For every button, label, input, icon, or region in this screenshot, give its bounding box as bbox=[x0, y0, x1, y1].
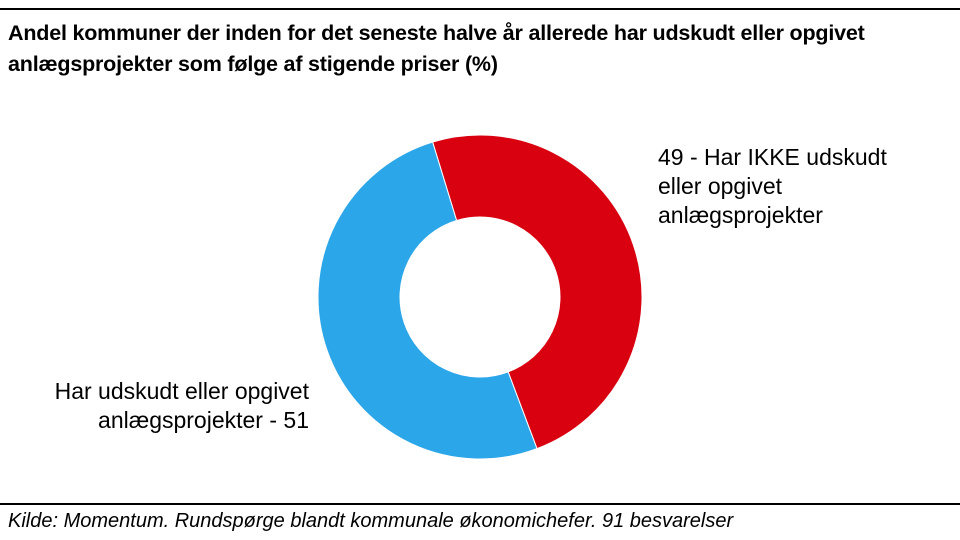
source-note: Kilde: Momentum. Rundspørge blandt kommu… bbox=[8, 510, 734, 532]
slice-label-not-postponed-line-2: eller opgivet bbox=[658, 173, 783, 199]
chart-title-line-1: Andel kommuner der inden for det seneste… bbox=[8, 21, 865, 45]
slice-label-postponed-line-2: anlægsprojekter - 51 bbox=[98, 407, 309, 433]
slice-label-not-postponed-line-1: 49 - Har IKKE udskudt bbox=[658, 144, 887, 170]
bottom-rule bbox=[0, 503, 960, 505]
chart-title: Andel kommuner der inden for det seneste… bbox=[8, 18, 958, 80]
top-rule bbox=[0, 8, 960, 10]
slice-label-not-postponed-line-3: anlægsprojekter bbox=[658, 202, 823, 228]
slice-label-postponed: Har udskudt eller opgivet anlægsprojekte… bbox=[55, 377, 309, 435]
chart-title-line-2: anlægsprojekter som følge af stigende pr… bbox=[8, 52, 498, 76]
slice-label-not-postponed: 49 - Har IKKE udskudt eller opgivet anlæ… bbox=[658, 143, 887, 230]
slice-label-postponed-line-1: Har udskudt eller opgivet bbox=[54, 378, 309, 404]
slice-not-postponed bbox=[432, 134, 643, 450]
slice-postponed bbox=[317, 141, 538, 460]
